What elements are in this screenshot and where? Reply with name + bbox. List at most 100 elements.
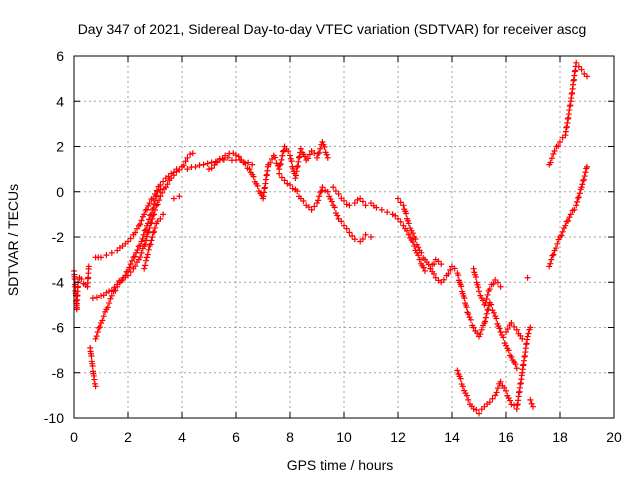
data-point-late-c xyxy=(497,378,504,385)
data-point-early-start xyxy=(85,263,92,270)
data-point-late-d xyxy=(483,295,490,302)
data-point-track-d xyxy=(160,211,167,218)
data-point-mid xyxy=(246,166,253,173)
data-point-track-a xyxy=(141,211,148,218)
data-point-end-b xyxy=(582,169,589,176)
data-point-track-a xyxy=(125,238,131,245)
data-point-track-c xyxy=(139,235,146,242)
data-point-track-b xyxy=(132,263,139,270)
data-point-early-start xyxy=(88,353,95,360)
data-point-late-b xyxy=(463,304,470,311)
y-tick-label: 6 xyxy=(56,48,64,64)
data-point-track-c xyxy=(111,284,118,291)
data-point-late-c xyxy=(470,405,477,412)
data-point-track-a xyxy=(212,158,219,165)
data-point-mid xyxy=(280,148,287,155)
data-point-track-a xyxy=(220,156,227,163)
data-point-end-b xyxy=(575,194,581,201)
data-point-late-d xyxy=(524,274,531,281)
y-tick-label: -6 xyxy=(52,320,65,336)
data-point-late-b xyxy=(482,318,489,325)
data-point-track-d xyxy=(141,265,148,272)
data-point-mid xyxy=(301,153,308,160)
data-point-end-b xyxy=(580,177,587,184)
data-point-late-b xyxy=(445,270,452,277)
data-point-mid xyxy=(276,161,283,168)
data-point-mid xyxy=(315,150,322,157)
data-point-end-a xyxy=(550,150,557,157)
data-point-mid xyxy=(285,148,292,155)
data-point-end-b xyxy=(575,194,582,201)
data-point-early-start xyxy=(89,362,96,369)
data-point-late-c xyxy=(473,406,480,413)
data-point-mid xyxy=(269,156,275,163)
data-point-track-b xyxy=(108,292,115,299)
data-point-track-b xyxy=(92,335,99,342)
data-point-mid-low xyxy=(319,184,326,191)
data-point-late-c xyxy=(465,396,472,403)
x-tick-label: 18 xyxy=(552,429,568,445)
data-point-mid-low xyxy=(324,188,331,195)
data-point-track-b xyxy=(164,181,171,188)
data-point-track-b xyxy=(100,313,107,320)
data-point-track-b xyxy=(176,167,183,174)
data-point-mid xyxy=(288,158,295,165)
data-point-end-b xyxy=(574,198,581,205)
data-point-mid xyxy=(235,153,242,160)
data-point-late-c xyxy=(501,384,508,391)
chart-title: Day 347 of 2021, Sidereal Day-to-day VTE… xyxy=(78,21,587,37)
data-point-track-b xyxy=(138,249,145,256)
data-point-end-b xyxy=(566,214,573,221)
data-point-late-b xyxy=(447,266,454,273)
data-point-track-d xyxy=(151,228,158,235)
data-point-mid xyxy=(170,195,177,202)
data-point-track-a xyxy=(108,249,115,256)
data-point-late-b xyxy=(496,325,503,332)
data-point-late-c xyxy=(494,385,501,392)
data-point-mid xyxy=(233,152,239,159)
data-point-track-b xyxy=(162,184,169,191)
data-point-mid-low xyxy=(368,234,374,240)
data-point-late-b xyxy=(425,261,432,268)
data-point-track-c xyxy=(153,192,160,199)
data-point-end-b xyxy=(546,263,553,270)
data-point-track-d xyxy=(147,241,154,248)
data-point-track-c xyxy=(148,211,155,218)
data-point-mid xyxy=(319,138,326,145)
data-point-mid xyxy=(208,165,215,172)
data-point-late-c xyxy=(486,399,493,406)
data-point-late-c xyxy=(493,389,500,396)
data-point-late-a xyxy=(422,267,428,274)
data-point-track-a xyxy=(192,163,199,170)
data-point-late-c xyxy=(459,383,466,390)
data-point-mid xyxy=(317,145,324,152)
data-point-late-b xyxy=(440,276,447,283)
data-point-track-c xyxy=(118,277,125,284)
data-point-mid xyxy=(287,152,293,159)
data-point-track-d xyxy=(143,257,149,264)
data-point-track-c xyxy=(142,226,149,233)
data-point-mid-low xyxy=(294,188,301,195)
data-point-end-b xyxy=(578,184,585,191)
data-point-track-a xyxy=(137,221,144,228)
data-point-mid-low xyxy=(341,222,347,229)
data-point-mid-low xyxy=(328,198,335,205)
data-point-mid xyxy=(206,166,212,173)
data-point-mid-low xyxy=(346,229,353,236)
data-point-late-b xyxy=(455,272,462,279)
data-point-end-a xyxy=(555,142,562,149)
data-point-track-b xyxy=(156,197,163,204)
data-point-late-d xyxy=(497,283,504,290)
data-point-track-c xyxy=(89,295,96,302)
data-point-track-d xyxy=(143,254,150,261)
data-point-late-c xyxy=(492,392,499,399)
data-point-track-c xyxy=(129,257,136,264)
data-point-track-b xyxy=(182,158,189,165)
data-point-track-a xyxy=(200,161,207,168)
data-point-end-b xyxy=(571,206,578,213)
data-point-late-b xyxy=(415,244,422,251)
data-point-late-b xyxy=(478,326,485,333)
data-point-track-a xyxy=(146,200,153,207)
data-point-track-b xyxy=(94,329,101,336)
